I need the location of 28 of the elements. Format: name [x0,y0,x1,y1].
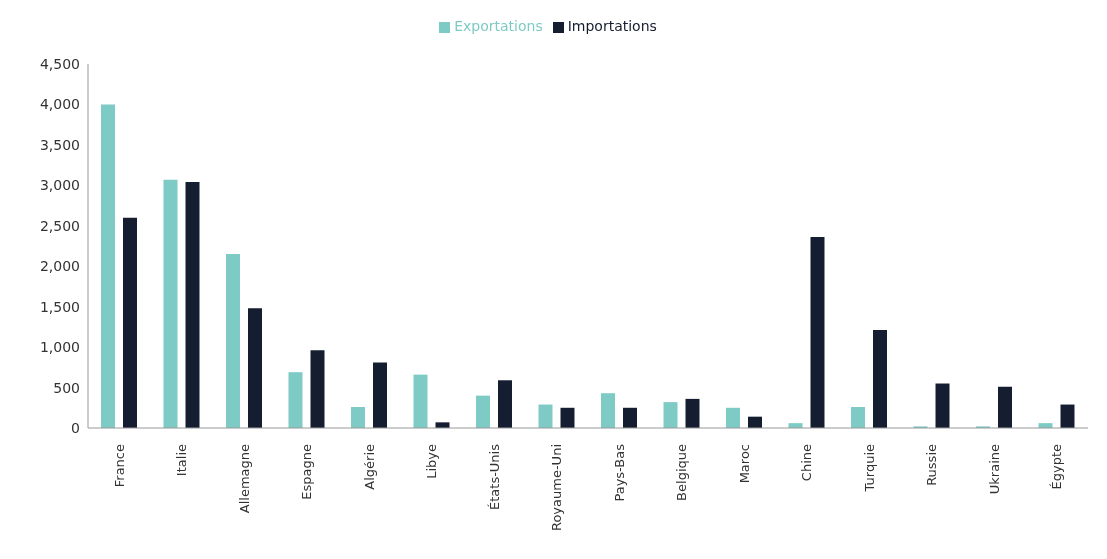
y-tick-label: 0 [71,419,80,436]
x-tick-label: Ukraine [986,444,1002,495]
y-tick-label: 3,500 [39,136,80,153]
x-tick-label: Italie [174,444,190,477]
x-tick-label: États-Unis [486,443,502,510]
y-tick-label: 1,000 [39,339,80,356]
y-tick-label: 4,500 [39,55,80,72]
legend-label: Importations [567,18,657,34]
x-tick-label: Espagne [299,444,315,500]
x-tick-label: Maroc [736,444,752,484]
x-tick-label: Libye [424,444,440,479]
x-tick-label: Belgique [674,444,690,501]
y-tick-label: 4,000 [39,96,80,113]
x-tick-label: Algérie [361,444,377,490]
y-tick-label: 2,000 [39,258,80,275]
y-tick-label: 1,500 [39,298,80,315]
x-tick-label: Chine [799,444,815,482]
x-tick-label: Turquie [861,444,877,493]
x-tick-label: Allemagne [236,444,252,514]
x-tick-label: Royaume-Uni [549,444,565,532]
x-tick-label: France [111,444,127,488]
x-tick-label: Russie [924,444,940,486]
x-tick-label: Pays-Bas [611,443,627,502]
y-tick-label: 500 [53,379,80,396]
y-tick-label: 3,000 [39,177,80,194]
x-tick-label: Égypte [1049,444,1065,490]
y-tick-label: 2,500 [39,217,80,234]
legend-label: Exportations [454,18,543,34]
